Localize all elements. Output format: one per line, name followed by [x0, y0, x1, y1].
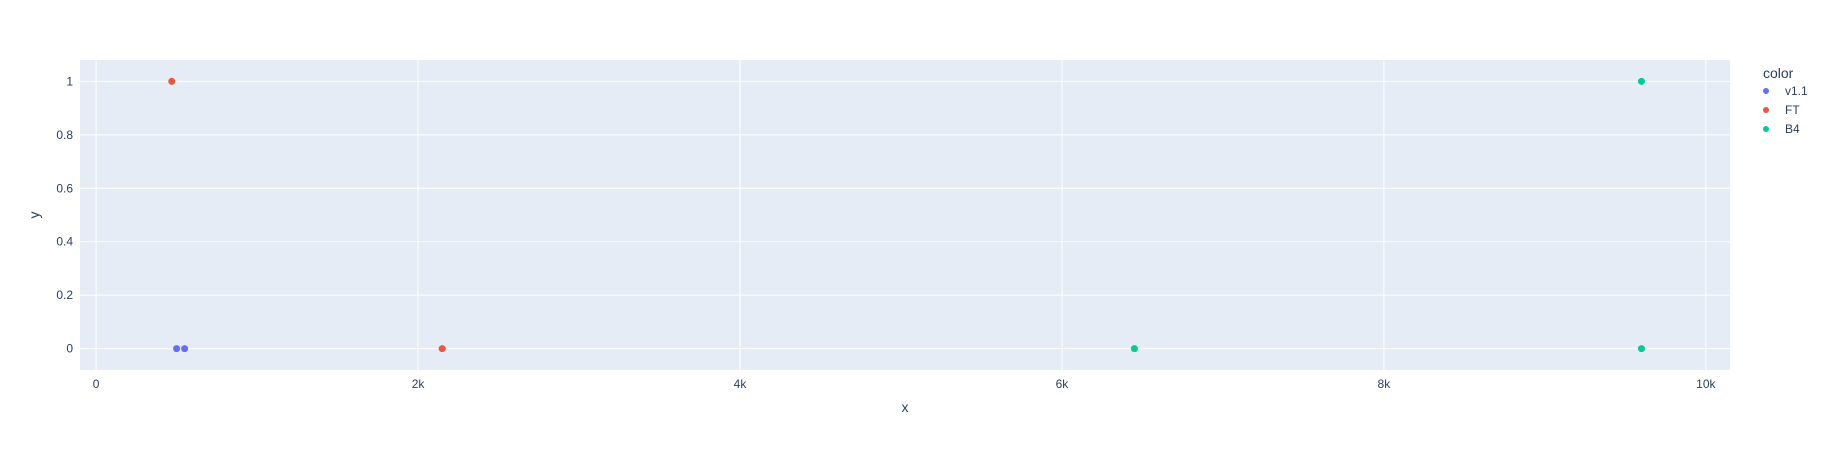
legend-marker[interactable]	[1763, 107, 1769, 113]
scatter-point-b4[interactable]	[1637, 77, 1645, 85]
legend: color v1.1 FT B4	[1763, 65, 1808, 136]
x-tick-label: 0	[93, 377, 100, 391]
scatter-point-ft[interactable]	[168, 77, 176, 85]
scatter-point-v1-1[interactable]	[173, 345, 181, 353]
x-tick-label: 2k	[412, 377, 426, 391]
y-tick-label: 0.6	[56, 181, 73, 195]
scatter-point-b4[interactable]	[1637, 345, 1645, 353]
legend-item-label[interactable]: B4	[1785, 122, 1800, 136]
grid-lines	[80, 60, 1730, 370]
scatter-point-ft[interactable]	[438, 345, 446, 353]
y-axis-title: y	[26, 212, 42, 219]
x-tick-label: 4k	[734, 377, 748, 391]
scatter-point-b4[interactable]	[1130, 345, 1138, 353]
y-tick-label: 0.8	[56, 128, 73, 142]
y-tick-label: 0.2	[56, 288, 73, 302]
y-tick-label: 1	[66, 74, 73, 88]
y-tick-label: 0	[66, 342, 73, 356]
x-tick-label: 10k	[1696, 377, 1716, 391]
legend-title: color	[1763, 65, 1794, 81]
x-tick-label: 6k	[1056, 377, 1070, 391]
legend-marker[interactable]	[1763, 88, 1769, 94]
legend-marker[interactable]	[1763, 126, 1769, 132]
x-axis-title: x	[902, 399, 909, 415]
legend-item-label[interactable]: FT	[1785, 103, 1800, 117]
legend-item-label[interactable]: v1.1	[1785, 84, 1808, 98]
tick-labels: 0 2k 4k 6k 8k 10k 0 0.2 0.4 0.6 0.8 1	[56, 74, 1716, 391]
data-points	[168, 77, 1645, 353]
y-tick-label: 0.4	[56, 235, 73, 249]
plot-background	[80, 60, 1730, 370]
x-tick-label: 8k	[1378, 377, 1392, 391]
scatter-point-v1-1[interactable]	[181, 345, 189, 353]
